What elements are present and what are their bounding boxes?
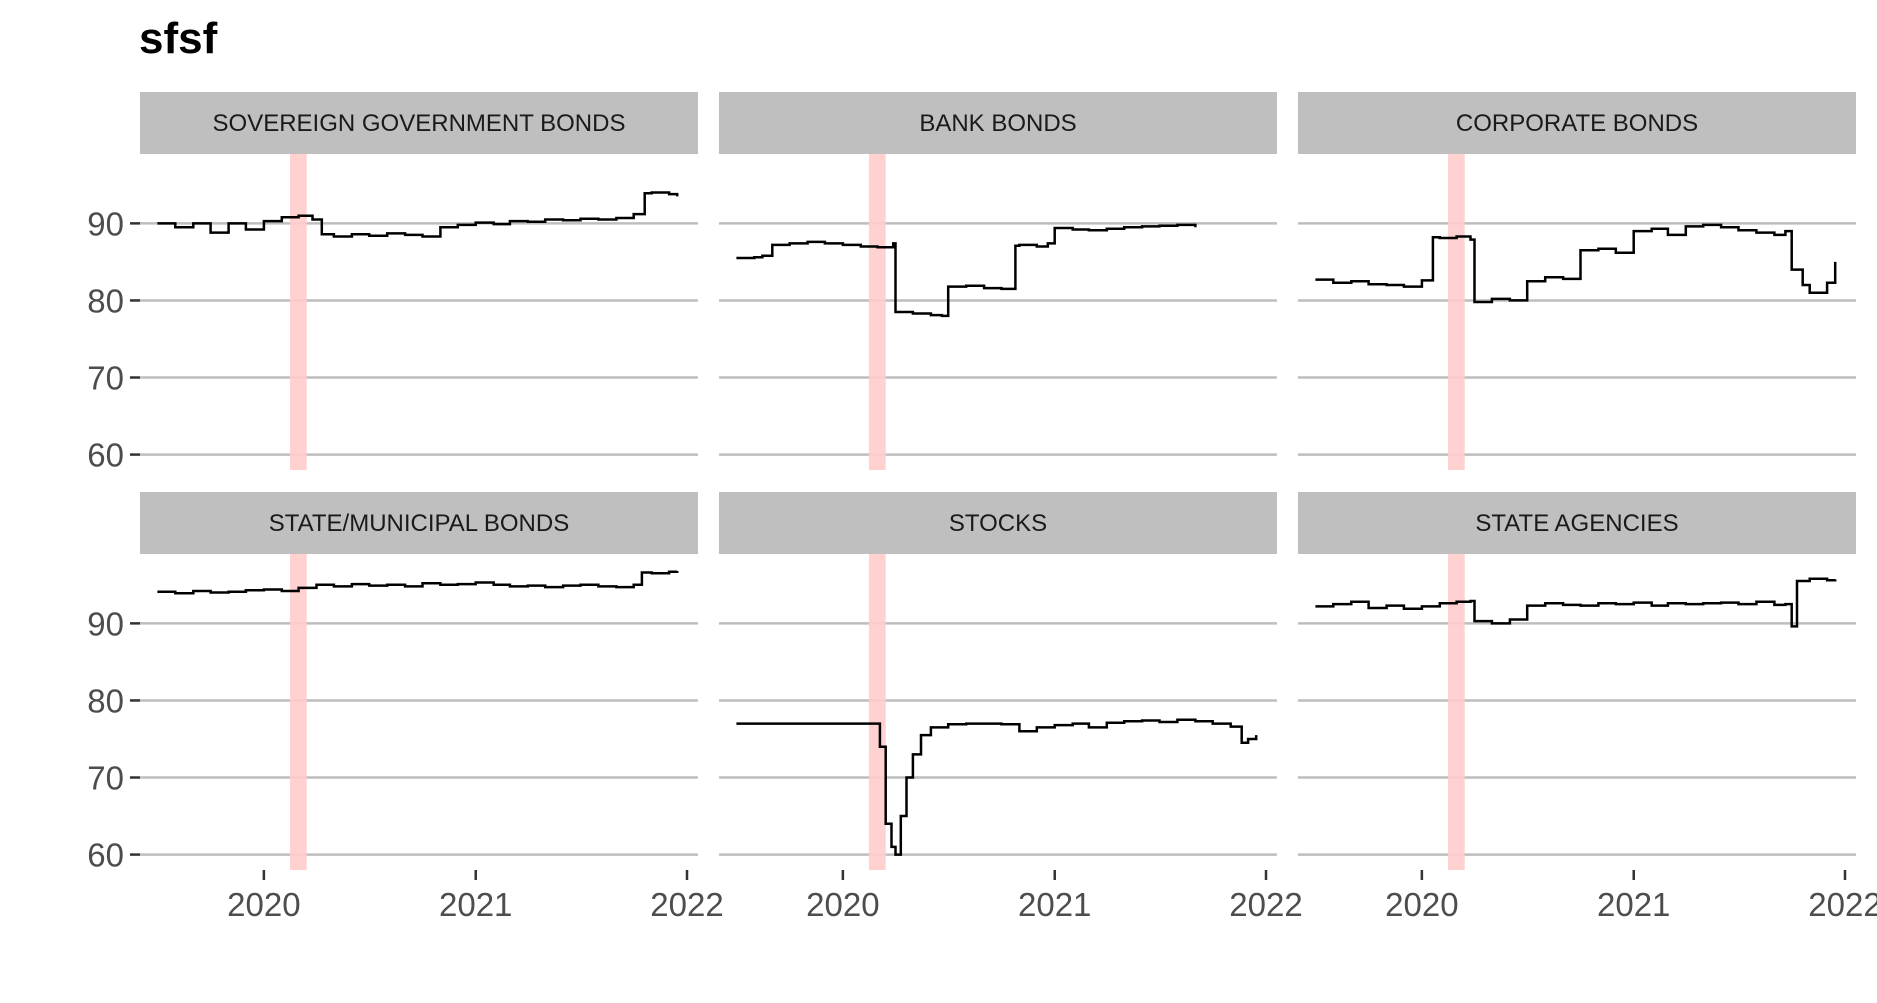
highlight-band xyxy=(1447,554,1465,870)
y-tick-label: 70 xyxy=(87,360,124,397)
facet-strip-label: CORPORATE BONDS xyxy=(1456,110,1698,137)
x-tick-label: 2020 xyxy=(1385,886,1458,923)
x-tick-label: 2020 xyxy=(806,886,879,923)
facet-panel: STOCKS 2020 2021 2022 xyxy=(719,492,1303,923)
x-tick-label: 2021 xyxy=(1018,886,1091,923)
highlight-band xyxy=(868,554,886,870)
facet-strip xyxy=(719,492,1277,554)
facet-panel: CORPORATE BONDS xyxy=(1298,92,1856,470)
facet-panel: STATE/MUNICIPAL BONDS 60 70 80 90 2020 2021 202… xyxy=(87,492,724,923)
series-line xyxy=(157,570,679,595)
facet-panel: BANK BONDS xyxy=(719,92,1277,470)
facet-strip xyxy=(1298,492,1856,554)
facet-panel: STATE AGENCIES 2020 2021 2022 xyxy=(1298,492,1877,923)
x-tick-label: 2021 xyxy=(439,886,512,923)
series-line xyxy=(157,191,679,238)
x-tick-label: 2022 xyxy=(650,886,723,923)
facet-strip-label: STATE/MUNICIPAL BONDS xyxy=(269,510,569,537)
highlight-band xyxy=(868,154,886,470)
y-tick-label: 60 xyxy=(87,437,124,474)
facet-strip-label: SOVEREIGN GOVERNMENT BONDS xyxy=(213,110,626,137)
x-tick-label: 2021 xyxy=(1597,886,1670,923)
y-tick-label: 60 xyxy=(87,837,124,874)
facet-strip xyxy=(140,92,698,154)
x-tick-label: 2020 xyxy=(227,886,300,923)
chart-title: sfsf xyxy=(139,14,218,63)
y-tick-label: 80 xyxy=(87,682,124,719)
y-tick-label: 90 xyxy=(87,605,124,642)
series-line xyxy=(736,718,1258,856)
facet-strip-label: STOCKS xyxy=(949,510,1047,537)
facet-panel: SOVEREIGN GOVERNMENT BONDS 60 70 80 90 xyxy=(87,92,698,474)
facet-strip xyxy=(1298,92,1856,154)
y-tick-label: 90 xyxy=(87,205,124,242)
series-line xyxy=(1315,577,1837,628)
series-line xyxy=(736,223,1197,318)
y-tick-label: 70 xyxy=(87,760,124,797)
facet-strip xyxy=(140,492,698,554)
x-tick-label: 2022 xyxy=(1229,886,1302,923)
y-tick-label: 80 xyxy=(87,282,124,319)
x-tick-label: 2022 xyxy=(1808,886,1877,923)
facet-strip-label: STATE AGENCIES xyxy=(1475,510,1678,537)
highlight-band xyxy=(1447,154,1465,470)
facet-strip xyxy=(719,92,1277,154)
series-line xyxy=(1315,223,1837,304)
facet-strip-label: BANK BONDS xyxy=(919,110,1076,137)
highlight-band xyxy=(289,154,307,470)
highlight-band xyxy=(289,554,307,870)
